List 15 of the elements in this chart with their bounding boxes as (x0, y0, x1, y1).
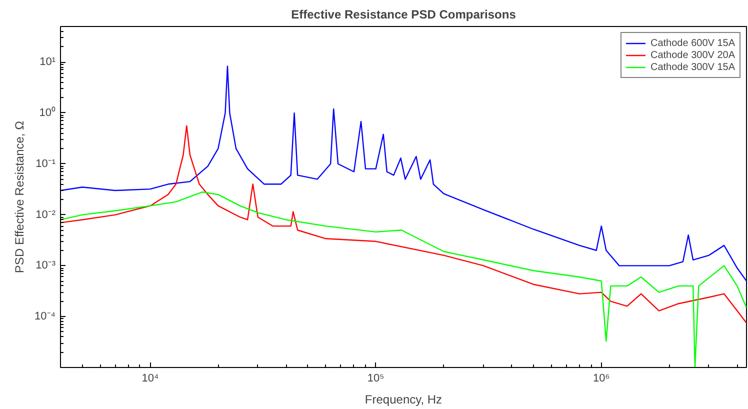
y-tick-label: 10⁰ (39, 106, 56, 119)
x-tick-label: 10⁵ (367, 372, 384, 384)
legend-label: Cathode 600V 15A (650, 37, 735, 49)
legend-label: Cathode 300V 20A (650, 49, 735, 61)
y-tick-label: 10⁻³ (36, 260, 56, 272)
y-axis-title: PSD Effective Resistance, Ω (12, 120, 27, 274)
x-tick-label: 10⁶ (592, 372, 610, 384)
y-tick-label: 10⁻⁴ (34, 310, 56, 323)
y-tick-label: 10⁻¹ (36, 158, 56, 170)
chart-title: Effective Resistance PSD Comparisons (291, 8, 516, 22)
y-tick-label: 10¹ (40, 56, 56, 68)
x-tick-label: 10⁴ (142, 372, 160, 384)
legend-label: Cathode 300V 15A (650, 61, 735, 73)
y-tick-label: 10⁻² (36, 208, 56, 221)
x-axis-title: Frequency, Hz (364, 392, 442, 406)
